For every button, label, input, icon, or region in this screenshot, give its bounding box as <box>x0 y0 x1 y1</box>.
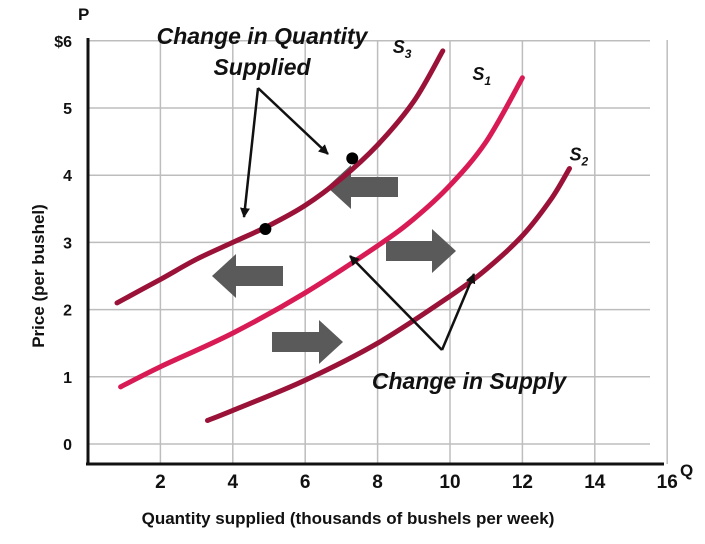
y-tick-label: 4 <box>63 168 72 185</box>
y-tick-label: 2 <box>63 303 72 320</box>
y-axis-label: Price (per bushel) <box>29 204 48 348</box>
y-tick-label: 3 <box>63 235 72 252</box>
right-shift-arrow-lower <box>272 320 343 364</box>
left-shift-arrow-lower <box>212 254 283 298</box>
x-axis-label: Quantity supplied (thousands of bushels … <box>142 509 555 528</box>
x-tick-label: 16 <box>657 472 678 493</box>
supply-pointer-left <box>349 255 443 351</box>
quantity-pointer-right <box>257 87 329 155</box>
point-marker <box>346 152 359 165</box>
x-tick-label: 8 <box>372 472 383 493</box>
curve-label-s2: S2 <box>569 144 588 168</box>
supply-curves <box>114 48 572 423</box>
y-tick-label: 1 <box>63 370 72 387</box>
x-tick-labels: 2 4 6 8 10 12 14 16 <box>155 472 678 493</box>
quantity-pointer-left <box>240 87 260 218</box>
point-marker <box>259 222 272 235</box>
supply-curve-s3 <box>114 48 446 306</box>
x-tick-label: 10 <box>439 472 460 493</box>
curve-label-s1: S1 <box>472 64 491 88</box>
annotation-supply: Change in Supply <box>372 368 567 394</box>
y-tick-label: 0 <box>63 437 72 454</box>
y-axis-name: P <box>78 5 89 24</box>
axes <box>86 38 664 466</box>
x-tick-label: 12 <box>512 472 533 493</box>
x-tick-label: 14 <box>584 472 606 493</box>
supply-curve-s1 <box>118 75 525 390</box>
equilibrium-points <box>259 152 359 235</box>
x-tick-label: 4 <box>228 472 239 493</box>
y-tick-labels: 0 1 2 3 4 5 $6 <box>54 34 72 454</box>
supply-curve-s2 <box>205 166 572 423</box>
grid <box>88 40 668 464</box>
x-axis-name: Q <box>680 461 693 480</box>
annotation-quantity-line1: Change in Quantity <box>157 23 369 49</box>
right-shift-arrow-upper <box>386 229 456 273</box>
x-tick-label: 2 <box>155 472 166 493</box>
supply-pointer-right <box>440 273 476 351</box>
y-tick-label: 5 <box>63 101 72 118</box>
x-tick-label: 6 <box>300 472 311 493</box>
left-shift-arrow-upper <box>327 165 398 209</box>
shift-arrows <box>212 165 456 364</box>
annotation-pointers <box>240 87 476 351</box>
annotation-quantity-line2: Supplied <box>213 54 311 80</box>
y-tick-label: $6 <box>54 34 72 51</box>
